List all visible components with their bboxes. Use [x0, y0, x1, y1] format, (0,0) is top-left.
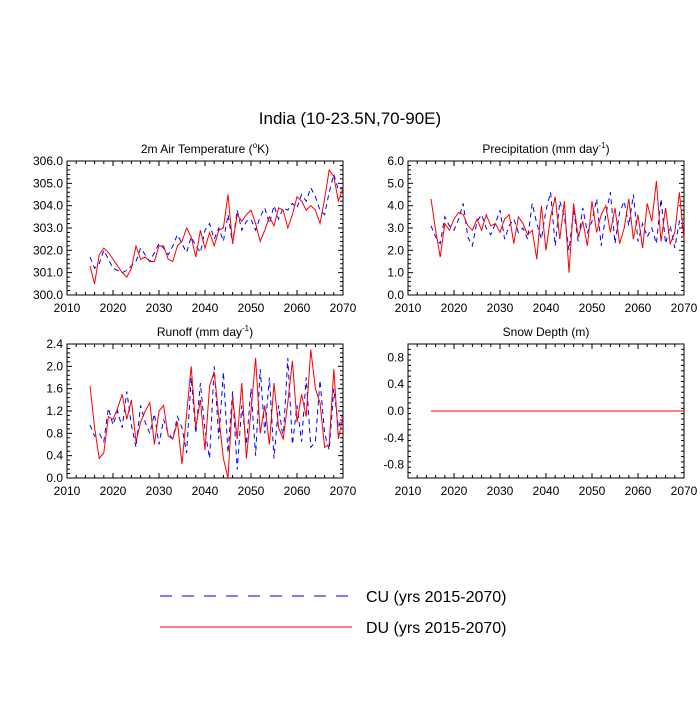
- panel-title-tail: ): [249, 325, 253, 339]
- x-tick-label: 2040: [192, 301, 219, 315]
- series-du-line: [430, 181, 685, 273]
- y-tick-label: 302.0: [33, 243, 63, 257]
- panel-title-tail: K): [257, 142, 269, 156]
- y-tick-label: 3.0: [387, 221, 404, 235]
- y-tick-label: 306.0: [33, 154, 63, 168]
- y-tick-label: 0.0: [387, 288, 404, 302]
- panel-title: Precipitation (mm day-1): [482, 141, 609, 156]
- y-tick-label: 305.0: [33, 176, 63, 190]
- y-tick-label: 303.0: [33, 221, 63, 235]
- panel-title-text: 2m Air Temperature (: [141, 142, 253, 156]
- x-tick-label: 2030: [487, 301, 514, 315]
- y-tick-label: 2.0: [46, 359, 63, 373]
- y-tick-label: 0.4: [387, 377, 404, 391]
- y-tick-label: 0.4: [46, 449, 63, 463]
- legend: CU (yrs 2015-2070) DU (yrs 2015-2070): [160, 589, 507, 637]
- x-tick-label: 2060: [625, 301, 652, 315]
- x-tick-label: 2040: [533, 301, 560, 315]
- x-tick-label: 2030: [146, 301, 173, 315]
- x-tick-label: 2050: [579, 484, 606, 498]
- x-tick-label: 2020: [441, 484, 468, 498]
- panel-0: 2m Air Temperature (oK) 2010 2020 2030 2040 2…: [33, 141, 357, 315]
- panel-title-superscript: -1: [242, 324, 250, 333]
- x-tick-label: 2020: [100, 484, 127, 498]
- y-tick-label: 0.0: [46, 471, 63, 485]
- x-tick-label: 2060: [625, 484, 652, 498]
- x-tick-label: 2030: [146, 484, 173, 498]
- y-tick-label: 301.0: [33, 266, 63, 280]
- panel-title: Snow Depth (m): [503, 325, 590, 339]
- x-tick-label: 2040: [533, 484, 560, 498]
- panels: 2m Air Temperature (oK) 2010 2020 2030 2040 2…: [33, 141, 698, 498]
- y-tick-label: 0.0: [387, 404, 404, 418]
- y-tick-label: 1.0: [387, 266, 404, 280]
- x-tick-label: 2020: [100, 301, 127, 315]
- panel-1: Precipitation (mm day-1) 2010 2020 2030 2040…: [387, 141, 697, 315]
- y-tick-label: 0.8: [46, 426, 63, 440]
- panel-2: Runoff (mm day-1) 2010 2020 2030 2040 2050 206…: [46, 324, 356, 498]
- x-tick-label: 2050: [579, 301, 606, 315]
- x-tick-label: 2070: [330, 484, 357, 498]
- y-tick-label: -0.8: [383, 458, 404, 472]
- panel-title: 2m Air Temperature (oK): [141, 141, 269, 156]
- x-tick-label: 2050: [238, 484, 265, 498]
- x-tick-label: 2070: [330, 301, 357, 315]
- panel-title: Runoff (mm day-1): [157, 324, 253, 339]
- y-tick-label: -0.4: [383, 431, 404, 445]
- y-tick-label: 304.0: [33, 199, 63, 213]
- x-tick-label: 2010: [54, 484, 81, 498]
- legend-cu-label: CU (yrs 2015-2070): [366, 589, 507, 606]
- x-tick-label: 2070: [671, 301, 698, 315]
- y-tick-label: 2.4: [46, 337, 63, 351]
- y-tick-label: 4.0: [387, 199, 404, 213]
- x-tick-label: 2010: [54, 301, 81, 315]
- panel-title-text: Runoff (mm day: [157, 325, 242, 339]
- panel-title-tail: ): [606, 142, 610, 156]
- y-tick-label: 1.2: [46, 404, 63, 418]
- panel-title-superscript: o: [253, 141, 258, 150]
- x-tick-label: 2070: [671, 484, 698, 498]
- x-tick-label: 2040: [192, 484, 219, 498]
- panel-title-text: Precipitation (mm day: [482, 142, 598, 156]
- series-du-line: [89, 168, 344, 284]
- panel-title-text: Snow Depth (m): [503, 325, 590, 339]
- x-tick-label: 2010: [395, 484, 422, 498]
- figure-title: India (10-23.5N,70-90E): [259, 109, 441, 128]
- y-tick-label: 300.0: [33, 288, 63, 302]
- x-tick-label: 2030: [487, 484, 514, 498]
- legend-du-label: DU (yrs 2015-2070): [366, 620, 507, 637]
- y-tick-label: 5.0: [387, 176, 404, 190]
- x-tick-label: 2060: [284, 301, 311, 315]
- x-tick-label: 2010: [395, 301, 422, 315]
- series-du-line: [89, 349, 344, 479]
- series-cu-line: [89, 357, 344, 470]
- y-tick-label: 6.0: [387, 154, 404, 168]
- x-tick-label: 2050: [238, 301, 265, 315]
- panel-3: Snow Depth (m) 2010 2020 2030 2040 2050 2060 20…: [383, 325, 697, 498]
- y-tick-label: 1.6: [46, 382, 63, 396]
- y-tick-label: 0.8: [387, 350, 404, 364]
- x-tick-label: 2060: [284, 484, 311, 498]
- y-tick-label: 2.0: [387, 243, 404, 257]
- panel-title-superscript: -1: [598, 141, 606, 150]
- series-cu-line: [430, 192, 685, 251]
- x-tick-label: 2020: [441, 301, 468, 315]
